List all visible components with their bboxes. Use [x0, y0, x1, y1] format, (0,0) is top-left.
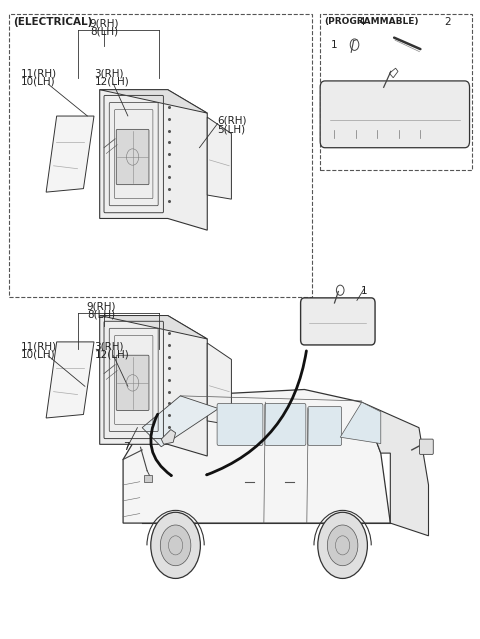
Text: 1: 1 — [331, 40, 338, 50]
FancyBboxPatch shape — [420, 439, 433, 454]
Bar — [9, 14, 312, 297]
Text: 3(RH): 3(RH) — [95, 341, 124, 351]
Circle shape — [327, 525, 358, 566]
Text: 10(LH): 10(LH) — [21, 77, 55, 86]
Polygon shape — [340, 402, 381, 443]
Text: (ELECTRICAL): (ELECTRICAL) — [13, 17, 93, 27]
Polygon shape — [142, 396, 218, 447]
Text: 6(RH): 6(RH) — [217, 116, 247, 126]
FancyArrowPatch shape — [207, 351, 306, 475]
FancyBboxPatch shape — [265, 403, 306, 445]
Polygon shape — [207, 117, 231, 199]
FancyBboxPatch shape — [144, 475, 152, 482]
Polygon shape — [123, 390, 390, 523]
Polygon shape — [362, 402, 429, 536]
FancyBboxPatch shape — [116, 355, 149, 410]
FancyBboxPatch shape — [116, 129, 149, 185]
Text: 2: 2 — [444, 17, 451, 27]
Text: 12(LH): 12(LH) — [95, 350, 129, 359]
Text: 1: 1 — [361, 286, 367, 296]
Text: 9(RH): 9(RH) — [87, 302, 116, 312]
Text: 3(RH): 3(RH) — [95, 68, 124, 78]
Polygon shape — [46, 342, 94, 418]
FancyArrowPatch shape — [151, 414, 171, 475]
Polygon shape — [207, 343, 231, 425]
Text: 11(RH): 11(RH) — [21, 341, 57, 351]
Text: 9(RH): 9(RH) — [89, 19, 119, 29]
FancyBboxPatch shape — [320, 81, 469, 148]
Polygon shape — [46, 116, 94, 192]
Bar — [320, 14, 472, 170]
Text: 4: 4 — [359, 17, 365, 27]
Text: 7: 7 — [123, 442, 130, 452]
Text: 12(LH): 12(LH) — [95, 77, 129, 86]
FancyBboxPatch shape — [308, 406, 342, 445]
Circle shape — [160, 525, 191, 566]
Polygon shape — [100, 316, 207, 456]
Polygon shape — [100, 89, 207, 230]
Text: (PROGRAMMABLE): (PROGRAMMABLE) — [324, 17, 419, 26]
FancyBboxPatch shape — [217, 403, 263, 445]
Circle shape — [318, 512, 367, 578]
Text: 5(LH): 5(LH) — [217, 124, 246, 134]
Polygon shape — [100, 89, 207, 113]
Polygon shape — [161, 429, 176, 444]
Polygon shape — [100, 316, 207, 339]
Text: 11(RH): 11(RH) — [21, 68, 57, 78]
FancyBboxPatch shape — [300, 298, 375, 345]
Circle shape — [151, 512, 200, 578]
Text: 8(LH): 8(LH) — [87, 310, 116, 320]
Text: 8(LH): 8(LH) — [90, 27, 118, 37]
Text: 10(LH): 10(LH) — [21, 350, 55, 359]
